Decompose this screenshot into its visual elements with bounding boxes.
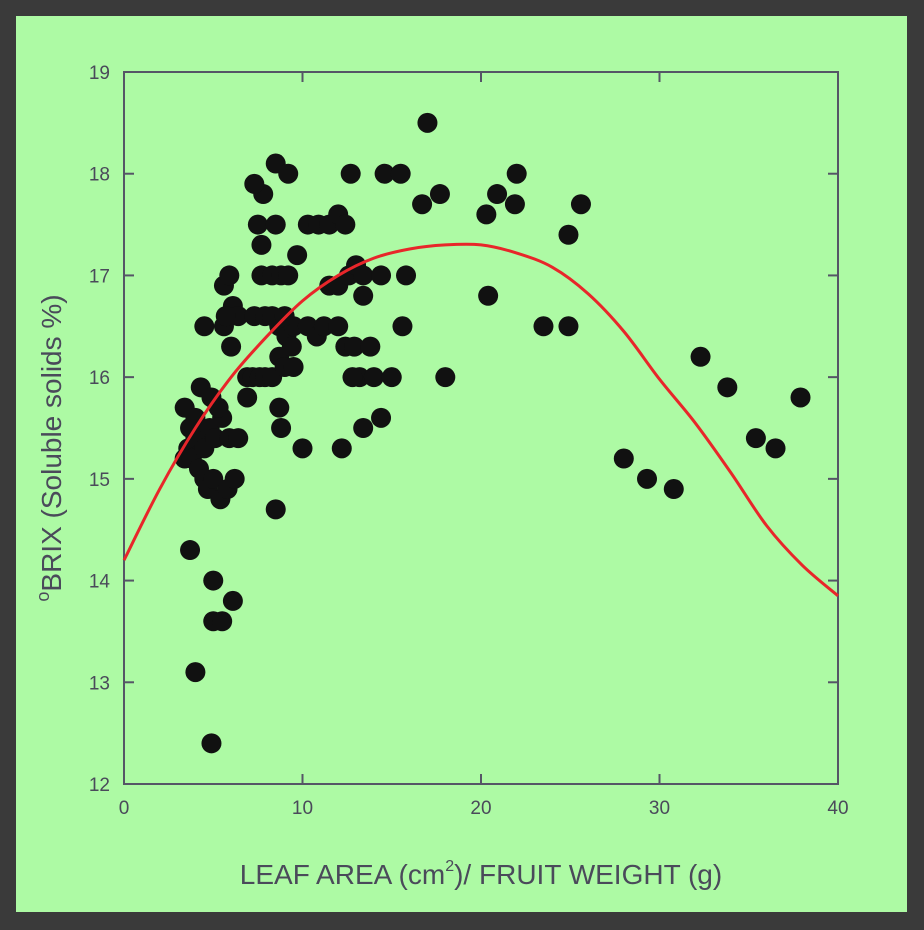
- data-point: [265, 499, 286, 520]
- data-point: [283, 356, 304, 377]
- data-point: [381, 367, 402, 388]
- y-axis-title-text: BRIX (Soluble solids %): [36, 294, 67, 591]
- fit-curve: [122, 242, 839, 597]
- data-point: [363, 367, 384, 388]
- data-points: [174, 112, 811, 754]
- data-point: [478, 285, 499, 306]
- scatter-chart: 12 13 14 15 16 17 18 19 0 10 20 30 40 LEAF AREA (cm…: [33, 63, 849, 890]
- data-point: [328, 316, 349, 337]
- data-point: [371, 407, 392, 428]
- data-point: [506, 163, 527, 184]
- data-point: [222, 590, 243, 611]
- data-point: [558, 316, 579, 337]
- data-point: [194, 316, 215, 337]
- data-point: [278, 163, 299, 184]
- data-point: [340, 163, 361, 184]
- x-axis-title: LEAF AREA (cm2)/ FRUIT WEIGHT (g): [240, 858, 722, 890]
- data-point: [208, 397, 229, 418]
- data-point: [717, 377, 738, 398]
- x-tick-label: 30: [649, 798, 670, 819]
- data-point: [765, 438, 786, 459]
- y-tick-label: 14: [89, 572, 111, 593]
- y-axis-ticks: 12 13 14 15 16 17 18 19: [89, 63, 838, 796]
- data-point: [287, 245, 308, 266]
- data-point: [476, 204, 497, 225]
- data-point: [271, 418, 292, 438]
- data-point: [342, 367, 363, 388]
- data-point: [224, 468, 245, 489]
- data-point: [690, 346, 711, 367]
- data-point: [185, 662, 206, 683]
- data-point: [180, 540, 201, 561]
- data-point: [201, 733, 222, 754]
- data-point: [417, 112, 438, 133]
- data-point: [790, 387, 811, 408]
- data-point: [353, 285, 374, 306]
- data-point: [390, 163, 411, 184]
- x-axis-title-part-2: )/ FRUIT WEIGHT (g): [454, 859, 722, 890]
- data-point: [374, 163, 395, 184]
- data-point: [237, 387, 258, 408]
- data-point: [215, 306, 236, 327]
- data-point: [331, 438, 352, 459]
- x-tick-label: 10: [292, 798, 313, 819]
- data-point: [371, 265, 392, 286]
- data-point: [396, 265, 417, 286]
- data-point: [353, 418, 374, 438]
- data-point: [570, 194, 591, 215]
- data-point: [663, 479, 684, 500]
- x-tick-label: 0: [119, 798, 130, 819]
- data-point: [313, 316, 334, 337]
- data-point: [205, 428, 226, 449]
- y-tick-label: 12: [89, 775, 110, 796]
- x-axis-ticks: 0 10 20 30 40: [119, 72, 849, 819]
- plot-border: [123, 71, 839, 785]
- data-point: [221, 336, 242, 357]
- data-point: [487, 184, 508, 205]
- data-point: [247, 214, 268, 235]
- data-point: [435, 367, 456, 388]
- data-point: [203, 570, 224, 591]
- data-point: [219, 265, 240, 286]
- chart-panel: 12 13 14 15 16 17 18 19 0 10 20 30 40 LEAF AREA (cm…: [16, 16, 907, 912]
- data-point: [265, 214, 286, 235]
- y-tick-label: 19: [89, 63, 110, 84]
- data-point: [281, 336, 302, 357]
- data-point: [244, 173, 265, 194]
- data-point: [228, 428, 249, 449]
- data-point: [613, 448, 634, 469]
- data-point: [269, 397, 290, 418]
- y-tick-label: 18: [89, 165, 110, 186]
- x-axis-title-part-1: LEAF AREA (cm: [240, 859, 445, 890]
- data-point: [745, 428, 766, 449]
- data-point: [504, 194, 525, 215]
- data-point: [292, 438, 313, 459]
- data-point: [412, 194, 433, 215]
- x-tick-label: 40: [827, 798, 848, 819]
- data-point: [533, 316, 554, 337]
- x-tick-label: 20: [470, 798, 491, 819]
- y-axis-title-degree: o: [33, 592, 53, 602]
- data-point: [637, 468, 658, 489]
- data-point: [344, 336, 365, 357]
- x-axis-title-superscript: 2: [445, 858, 454, 875]
- data-point: [212, 611, 233, 632]
- data-point: [429, 184, 450, 205]
- data-point: [278, 265, 299, 286]
- y-axis-title: oBRIX (Soluble solids %): [33, 294, 67, 601]
- data-point: [360, 336, 381, 357]
- data-point: [251, 234, 272, 255]
- data-point: [353, 265, 374, 286]
- data-point: [335, 214, 356, 235]
- data-point: [392, 316, 413, 337]
- y-tick-label: 15: [89, 470, 110, 491]
- plot-frame: [123, 71, 839, 785]
- data-point: [558, 224, 579, 245]
- y-tick-label: 16: [89, 368, 110, 389]
- y-tick-label: 13: [89, 673, 110, 694]
- y-tick-label: 17: [89, 266, 110, 287]
- data-point: [203, 468, 224, 489]
